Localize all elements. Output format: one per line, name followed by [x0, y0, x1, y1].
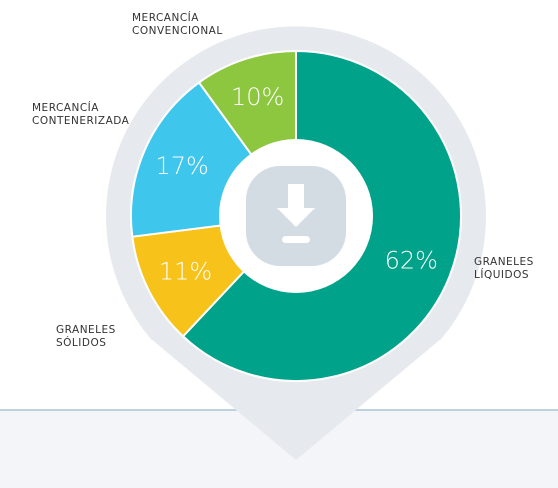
category-label: GRANELES LÍQUIDOS: [474, 256, 534, 281]
download-bar: [282, 236, 310, 243]
value-label: 11%: [159, 257, 212, 285]
category-label: GRANELES SÓLIDOS: [56, 324, 116, 349]
category-label: MERCANCÍA CONTENERIZADA: [32, 102, 130, 127]
value-label: 62%: [385, 247, 438, 275]
category-label: MERCANCÍA CONVENCIONAL: [132, 12, 223, 37]
download-arrow: [277, 184, 315, 227]
value-label: 10%: [231, 83, 284, 111]
value-label: 17%: [156, 152, 209, 180]
